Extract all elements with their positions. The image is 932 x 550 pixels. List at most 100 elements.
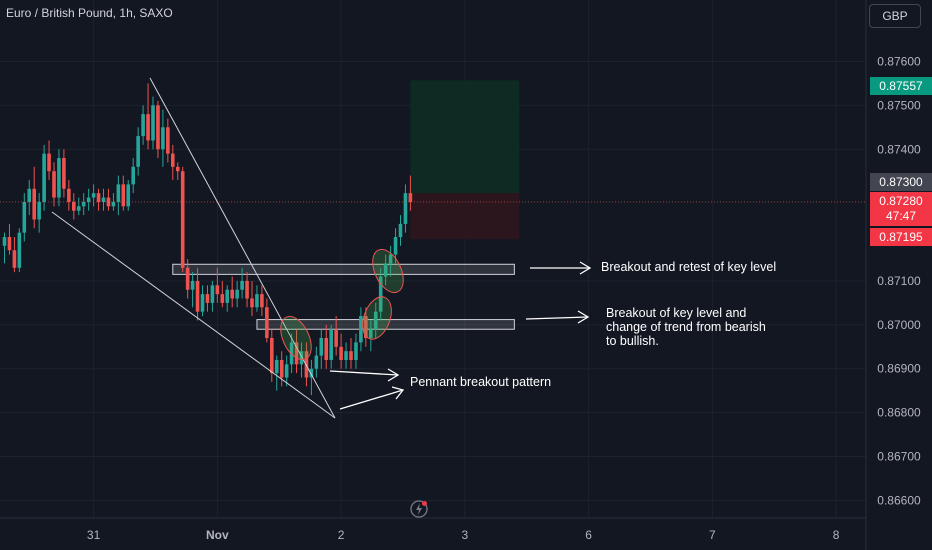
candle-body [339,346,343,360]
candle-body [146,114,150,141]
time-tick-label: 3 [462,528,469,542]
candle-body [126,184,131,207]
candle-body [265,307,269,339]
candle [309,359,314,396]
candle [388,245,393,277]
candle-body [408,193,413,202]
candle [136,127,140,176]
candle-body [220,294,225,303]
candle [274,355,279,391]
candle [131,158,135,194]
candle [314,346,319,378]
candle-body [141,114,145,137]
candle [116,175,121,216]
time-tick-label: 2 [338,528,345,542]
candle-body [388,254,393,264]
candle-body [354,342,358,360]
candle [175,162,180,180]
candle-body [364,316,368,339]
candle-body [274,359,279,374]
candle-body [240,280,244,290]
candle [230,276,234,308]
candle-body [47,153,51,172]
lightning-icon[interactable] [409,499,429,519]
candle [319,329,324,369]
breakout-highlight-2 [362,296,392,340]
candle-body [398,223,403,238]
candle [324,324,329,369]
time-tick-label: 6 [585,528,592,542]
candle-body [284,364,289,378]
candle-body [403,193,408,224]
candle [57,149,61,207]
candle [96,188,101,211]
price-tick-label: 0.86700 [877,450,921,464]
candle-body [22,201,27,233]
stop-price-tag: 0.87195 [870,228,932,246]
candle [279,351,284,387]
candle [339,333,343,369]
candle [121,175,126,211]
time-tick-label: 8 [833,528,840,542]
candle [378,267,383,321]
candle [294,329,299,374]
breakout-highlight-1 [280,315,312,361]
bar-countdown: 47:47 [885,209,917,223]
candle [7,223,12,255]
candle-body [111,201,116,207]
arrow-trend-change [525,310,590,324]
note-trend-change-line2: change of trend from bearish [606,320,766,334]
key-level-box [172,263,515,275]
candle [2,232,7,264]
take-profit-zone [410,80,520,194]
candle [200,285,205,317]
candle-body [62,158,66,189]
candle [220,280,225,308]
candle [101,188,106,211]
candle [12,237,17,273]
candle [81,193,86,216]
candle [373,302,378,339]
candle-body [91,193,96,198]
candle-body [225,289,230,303]
candle [255,285,259,312]
candle-body [289,342,294,365]
candle [67,179,71,211]
arrow-breakout-retest [530,261,592,275]
price-axis: 0.87600 0.87500 0.87400 0.87100 0.87000 0.869… [865,0,921,550]
candle [42,144,46,211]
candle-body [324,338,329,360]
price-tick-label: 0.87100 [877,274,921,288]
candle-body [205,294,210,303]
symbol-title[interactable]: Euro / British Pound, 1h, SAXO [6,6,173,20]
candle-body [195,280,200,312]
time-axis: 31 Nov 2 3 6 7 8 [0,517,866,542]
candle-body [76,206,81,211]
currency-button[interactable]: GBP [869,4,921,28]
time-tick-label: Nov [206,528,229,542]
candle [62,149,66,198]
candle [225,285,230,312]
candle-body [7,237,12,251]
candle [364,307,368,347]
candle-body [175,166,180,172]
candle [383,254,388,286]
candle [270,329,274,382]
arrow-pennant-1 [329,368,400,382]
candle [235,280,239,308]
candle [106,188,111,211]
candle [215,267,220,303]
candle [408,175,413,211]
candle [329,324,333,369]
last-price-value: 0.87280 [879,194,923,208]
note-pennant: Pennant breakout pattern [410,375,552,389]
candle [22,193,27,242]
candle-body [151,105,155,141]
candle-body [37,201,41,220]
candle [265,298,269,343]
candle-body [190,280,195,290]
price-tick-label: 0.87500 [877,98,921,112]
candle-body [32,188,36,220]
time-tick-label: 31 [87,528,101,542]
